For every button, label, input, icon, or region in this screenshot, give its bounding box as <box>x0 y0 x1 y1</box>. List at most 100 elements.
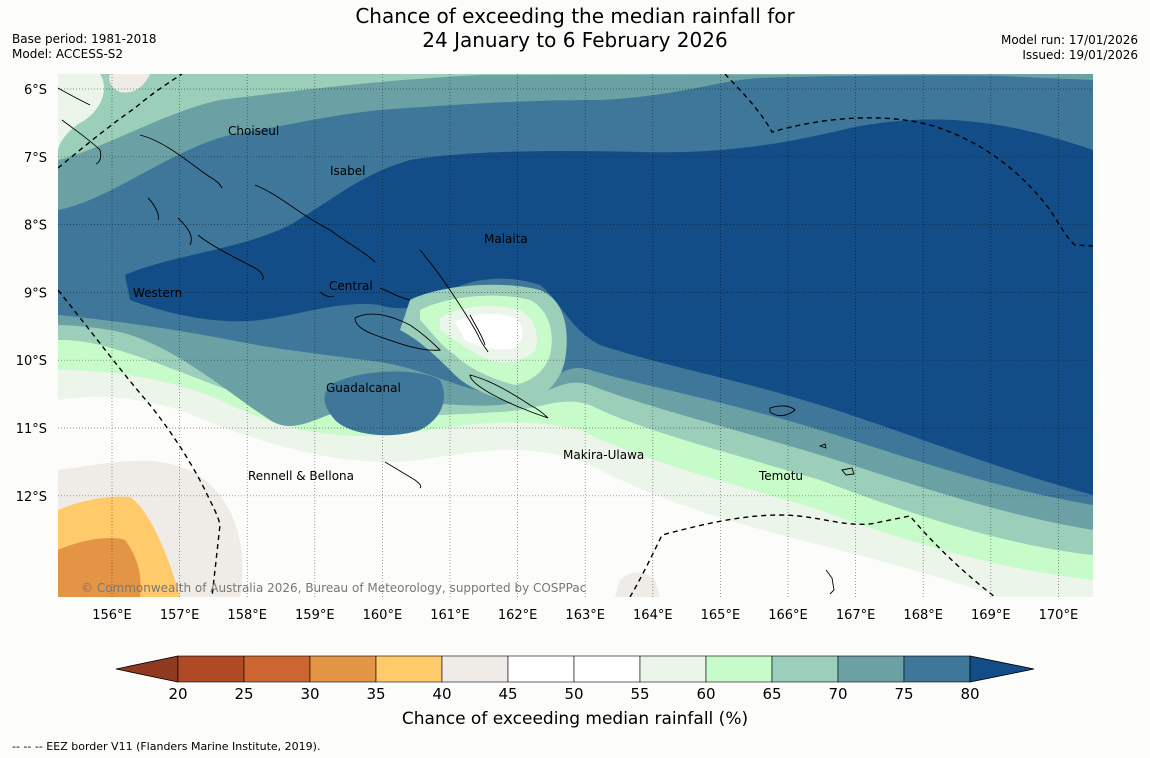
label-rennell: Rennell & Bellona <box>248 469 354 483</box>
lat-label: 12°S <box>16 490 47 505</box>
colorbar-segment <box>573 655 641 683</box>
lon-label: 163°E <box>565 608 605 623</box>
coast-makira <box>469 374 549 419</box>
label-choiseul: Choiseul <box>228 124 279 138</box>
colorbar-segment <box>705 655 773 683</box>
lat-label: 6°S <box>24 83 47 98</box>
model-name: Model: ACCESS-S2 <box>12 47 124 61</box>
eez-nw <box>58 74 183 169</box>
colorbar-tick-label: 50 <box>564 685 583 703</box>
label-guadalcanal: Guadalcanal <box>326 381 401 395</box>
colorbar-tick-label: 60 <box>696 685 715 703</box>
contour-above-80 <box>125 119 1093 495</box>
eez-borders <box>58 74 1093 597</box>
colorbar-tick-label: 35 <box>366 685 385 703</box>
label-western: Western <box>133 286 182 300</box>
colorbar-tick-label: 65 <box>762 685 781 703</box>
lon-label: 170°E <box>1039 608 1079 623</box>
latitude-labels: 6°S 7°S 8°S 9°S 10°S 11°S 12°S <box>16 83 47 505</box>
colorbar-tick-label: 55 <box>630 685 649 703</box>
colorbar-tick-label: 30 <box>300 685 319 703</box>
lon-label: 167°E <box>836 608 876 623</box>
lat-label: 11°S <box>16 422 47 437</box>
lat-label: 9°S <box>24 286 47 301</box>
colorbar-segment <box>441 655 509 683</box>
colorbar-label: Chance of exceeding median rainfall (%) <box>401 709 749 729</box>
lon-label: 161°E <box>430 608 470 623</box>
colorbar-tick-label: 70 <box>828 685 847 703</box>
colorbar-segment <box>903 655 971 683</box>
label-makira: Makira-Ulawa <box>563 448 644 462</box>
lon-label: 164°E <box>633 608 673 623</box>
model-run: Model run: 17/01/2026 <box>1000 33 1138 47</box>
lat-label: 10°S <box>16 354 47 369</box>
colorbar-segment <box>375 655 443 683</box>
colorbar <box>115 655 1035 683</box>
contour-top-patch <box>109 74 150 93</box>
colorbar-ticks: 20 25 30 35 40 45 50 55 60 65 70 75 80 <box>168 685 979 703</box>
contour-local-55 <box>455 313 523 350</box>
colorbar-segment <box>507 655 575 683</box>
lon-label: 158°E <box>227 608 267 623</box>
colorbar-segment <box>309 655 377 683</box>
colorbar-segment <box>771 655 839 683</box>
colorbar-segment <box>639 655 707 683</box>
longitude-labels: 156°E 157°E 158°E 159°E 160°E 161°E 162°E 163°E… <box>92 608 1078 623</box>
meta-left: Base period: 1981-2018 Model: ACCESS-S2 <box>12 32 157 62</box>
colorbar-extend-high <box>969 655 1035 683</box>
coast-south-islet <box>825 569 835 595</box>
coast-temotu <box>769 405 855 476</box>
lat-label: 8°S <box>24 219 47 234</box>
lon-label: 165°E <box>701 608 741 623</box>
coast-bougainville <box>58 87 102 165</box>
contour-bottom-patch <box>615 572 660 597</box>
lon-label: 162°E <box>498 608 538 623</box>
copyright-text: © Commonwealth of Australia 2026, Bureau… <box>81 581 586 595</box>
label-malaita: Malaita <box>484 232 528 246</box>
colorbar-segment <box>837 655 905 683</box>
colorbar-tick-label: 20 <box>168 685 187 703</box>
meta-right: Model run: 17/01/2026 Issued: 19/01/2026 <box>1001 33 1138 63</box>
title-line-2: 24 January to 6 February 2026 <box>422 28 728 52</box>
lon-label: 169°E <box>971 608 1011 623</box>
lat-label: 7°S <box>24 151 47 166</box>
eez-ne <box>724 74 1093 247</box>
contour-30-35 <box>58 538 141 597</box>
colorbar-segment <box>177 655 245 683</box>
colorbar-tick-label: 80 <box>960 685 979 703</box>
eez-se <box>629 514 996 597</box>
eez-sw <box>58 289 221 597</box>
lon-label: 166°E <box>768 608 808 623</box>
contour-guadalcanal-75 <box>324 371 444 436</box>
lon-label: 168°E <box>903 608 943 623</box>
colorbar-tick-label: 25 <box>234 685 253 703</box>
coast-rennell <box>384 461 422 489</box>
contour-layers <box>58 74 1093 597</box>
lon-label: 157°E <box>160 608 200 623</box>
region-labels: Choiseul Isabel Malaita Western Central … <box>133 124 803 483</box>
colorbar-extend-low <box>115 655 179 683</box>
label-isabel: Isabel <box>330 164 365 178</box>
eez-footnote: -- -- -- EEZ border V11 (Flanders Marine… <box>12 740 321 753</box>
colorbar-tick-label: 40 <box>432 685 451 703</box>
lon-label: 156°E <box>92 608 132 623</box>
coast-choiseul <box>139 134 223 189</box>
coast-guadalcanal <box>354 313 441 351</box>
colorbar-tick-label: 45 <box>498 685 517 703</box>
contour-top-left <box>58 74 105 150</box>
coastlines <box>58 87 855 595</box>
colorbar-tick-label: 75 <box>894 685 913 703</box>
coast-central <box>319 287 411 301</box>
coast-malaita <box>419 249 489 353</box>
base-period: Base period: 1981-2018 <box>12 32 157 46</box>
colorbar-segment <box>243 655 311 683</box>
label-central: Central <box>329 279 373 293</box>
title-line-1: Chance of exceeding the median rainfall … <box>355 4 795 28</box>
coast-isabel <box>254 184 376 263</box>
issued-date: Issued: 19/01/2026 <box>1022 48 1138 62</box>
coast-western <box>147 197 264 281</box>
lon-label: 159°E <box>295 608 335 623</box>
lon-label: 160°E <box>363 608 403 623</box>
label-temotu: Temotu <box>758 469 803 483</box>
